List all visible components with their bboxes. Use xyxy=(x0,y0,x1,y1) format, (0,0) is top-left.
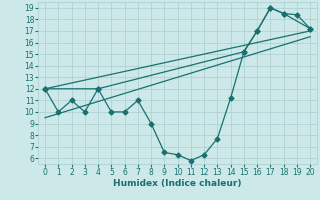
X-axis label: Humidex (Indice chaleur): Humidex (Indice chaleur) xyxy=(113,179,242,188)
